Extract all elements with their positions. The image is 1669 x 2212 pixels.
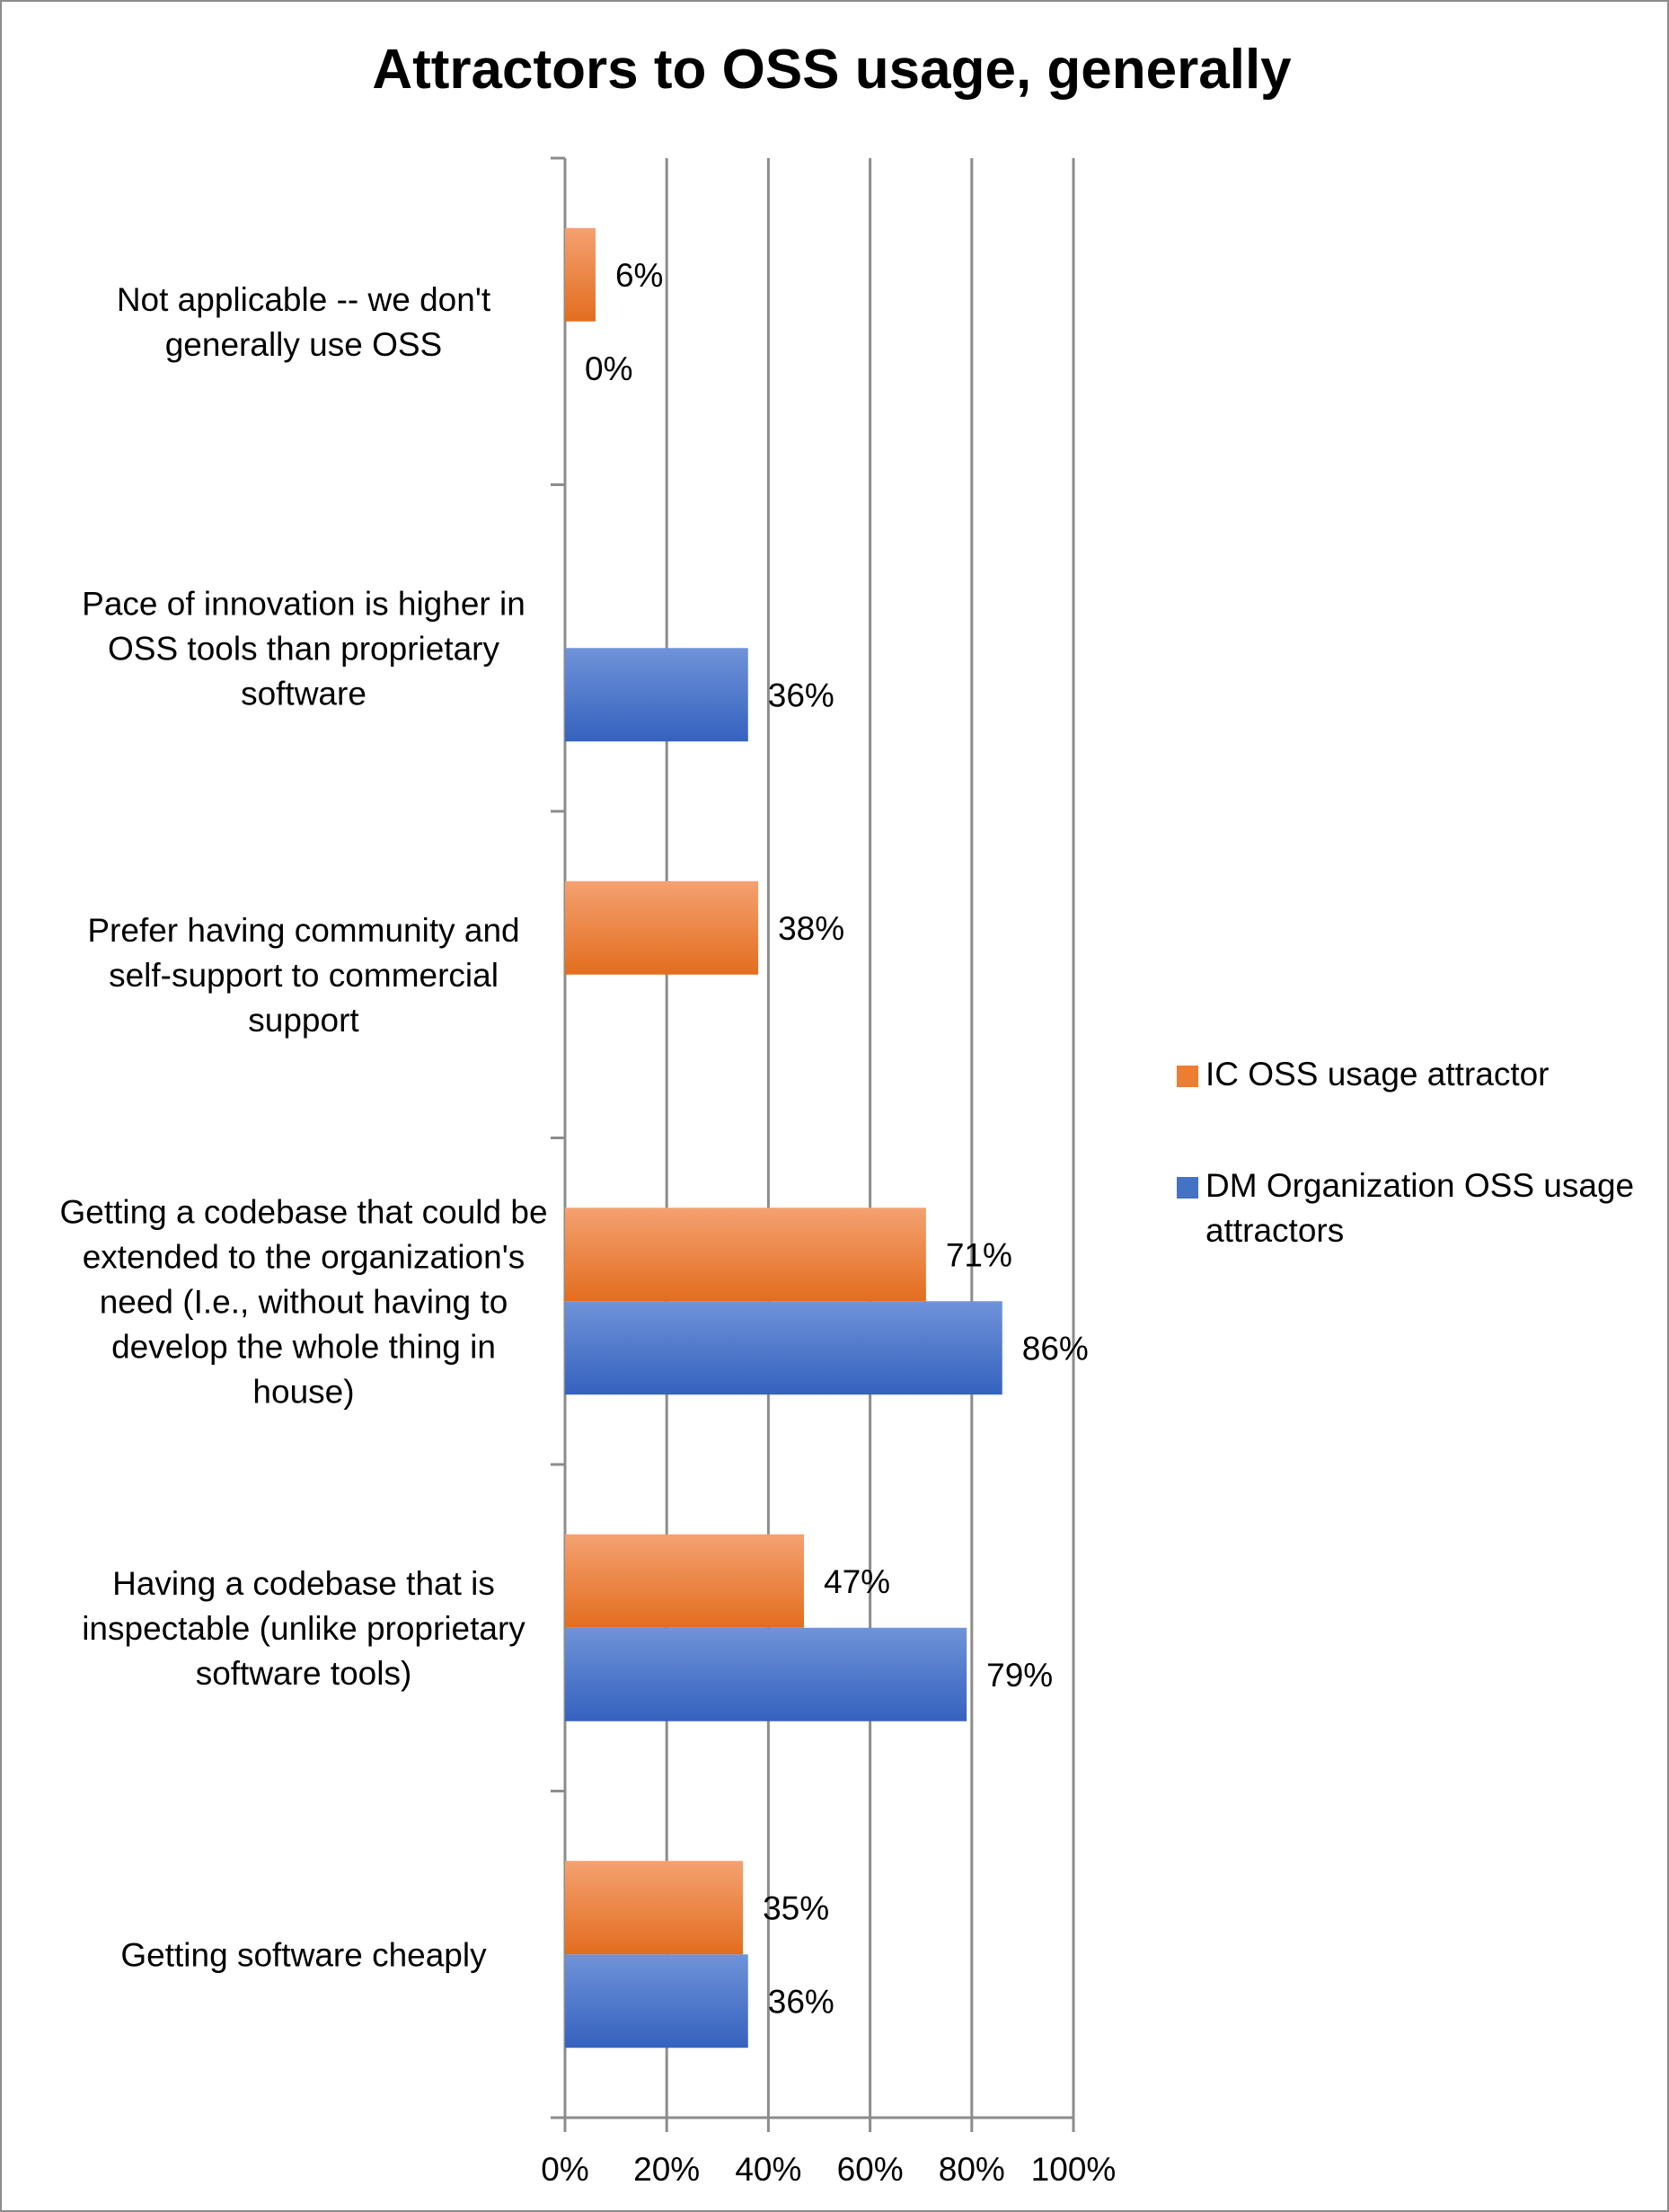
bars	[565, 227, 1002, 2048]
ic-bar	[565, 1208, 926, 1302]
category-label-line: need (I.e., without having to	[100, 1283, 508, 1320]
chart-title: Attractors to OSS usage, generally	[372, 39, 1292, 101]
dm-value-label: 36%	[768, 677, 834, 713]
category-label: Getting a codebase that could be extended…	[59, 1193, 547, 1410]
dm-value-label: 36%	[768, 1983, 834, 2020]
ic-value-label: 47%	[824, 1563, 890, 1600]
dm-value-label: 0%	[585, 350, 632, 387]
category-label-line: inspectable (unlike proprietary	[82, 1610, 525, 1647]
legend-label-line: DM Organization OSS usage	[1205, 1167, 1634, 1204]
tick-labels: 0% 20% 40% 60% 80% 100%	[541, 2151, 1116, 2188]
ic-bar	[565, 1861, 744, 1955]
legend-label-line: attractors	[1205, 1212, 1344, 1249]
dm-bar	[565, 1301, 1002, 1395]
category-label: Getting software cheaply	[120, 1936, 487, 1973]
category-label-line: Having a codebase that is	[112, 1565, 495, 1602]
category-label-line: self-support to commercial	[109, 957, 499, 994]
category-label-line: Not applicable -- we don't	[117, 281, 491, 318]
legend-swatch-dm	[1177, 1177, 1198, 1199]
category-labels: Not applicable -- we don't generally use …	[59, 281, 547, 1974]
category-label-line: Getting software cheaply	[120, 1936, 487, 1973]
ic-value-label: 35%	[763, 1889, 829, 1926]
category-label-line: Getting a codebase that could be	[59, 1193, 547, 1230]
category-label-line: software	[241, 675, 366, 712]
x-tick-label: 60%	[837, 2151, 904, 2188]
axes	[551, 156, 1075, 2132]
x-tick-label: 20%	[633, 2151, 700, 2188]
x-tick-label: 0%	[541, 2151, 588, 2188]
category-label-line: develop the whole thing in	[111, 1328, 496, 1365]
category-label-line: support	[248, 1002, 359, 1039]
ic-value-label: 71%	[946, 1236, 1012, 1273]
category-label-line: generally use OSS	[165, 326, 443, 363]
x-tick-label: 100%	[1031, 2151, 1117, 2188]
category-label-line: Pace of innovation is higher in	[82, 585, 525, 622]
legend-swatch-ic	[1177, 1066, 1198, 1087]
ic-bar	[565, 1534, 805, 1628]
x-tick-label: 40%	[735, 2151, 801, 2188]
category-label: Not applicable -- we don't generally use …	[117, 281, 491, 363]
category-label: Pace of innovation is higher in OSS tools…	[82, 585, 525, 712]
ic-value-label: 6%	[615, 257, 663, 294]
x-tick-label: 80%	[939, 2151, 1005, 2188]
category-label: Prefer having community and self-support …	[87, 912, 519, 1039]
category-label-line: OSS tools than proprietary	[108, 630, 499, 667]
dm-bar	[565, 648, 748, 742]
dm-bar	[565, 1954, 748, 2048]
gridlines	[665, 158, 1075, 2118]
ic-value-label: 38%	[778, 910, 844, 947]
dm-value-label: 79%	[986, 1657, 1053, 1694]
category-label: Having a codebase that is inspectable (un…	[82, 1565, 525, 1692]
category-label-line: Prefer having community and	[87, 912, 519, 949]
legend-label-line: IC OSS usage attractor	[1205, 1056, 1550, 1093]
dm-value-label: 86%	[1022, 1330, 1089, 1367]
legend-label-ic: IC OSS usage attractor	[1205, 1056, 1550, 1093]
dm-bar	[565, 1627, 967, 1721]
data-labels: 6% 0% 36% 38% 71% 86% 47% 79% 35% 36%	[585, 257, 1089, 2021]
category-label-line: software tools)	[196, 1655, 412, 1692]
ic-bar	[565, 227, 596, 322]
legend-label-dm: DM Organization OSS usage attractors	[1205, 1167, 1634, 1249]
category-label-line: extended to the organization's	[83, 1238, 525, 1275]
ic-bar	[565, 880, 759, 975]
legend: IC OSS usage attractor DM Organization OS…	[1177, 1056, 1634, 1249]
category-label-line: house)	[252, 1373, 354, 1410]
